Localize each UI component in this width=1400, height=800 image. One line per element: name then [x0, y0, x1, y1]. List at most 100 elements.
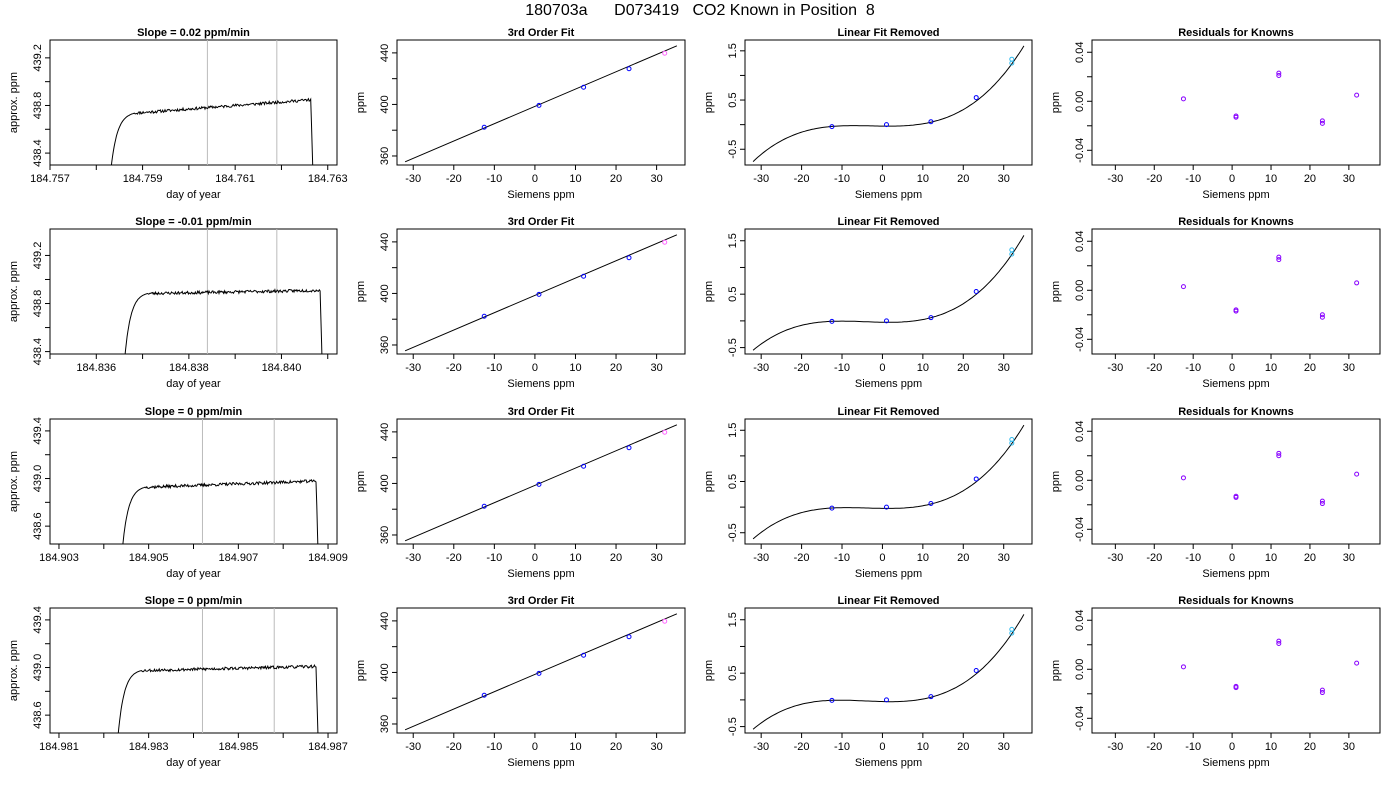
residual-point	[1233, 308, 1239, 314]
panel-title: Linear Fit Removed	[837, 595, 939, 607]
y-tick-label: 360	[379, 336, 391, 354]
data-point	[829, 505, 835, 511]
x-tick-label: 0	[1229, 362, 1235, 374]
y-tick-label: 440	[379, 44, 391, 62]
x-tick-label: 30	[998, 552, 1010, 564]
data-point	[928, 119, 934, 125]
y-tick-label: -0.5	[727, 338, 739, 357]
x-tick-label: 10	[1265, 741, 1277, 753]
x-tick-label: 184.981	[39, 741, 79, 753]
data-point	[481, 503, 487, 509]
x-tick-label: 10	[917, 552, 929, 564]
y-axis-label: ppm	[355, 281, 367, 302]
data-point	[928, 501, 934, 507]
x-tick-label: 10	[569, 741, 581, 753]
y-axis-label: ppm	[1050, 471, 1062, 492]
x-tick-label: 10	[569, 552, 581, 564]
x-tick-label: 30	[998, 173, 1010, 185]
plot-frame	[396, 418, 686, 545]
y-tick-label: 439.2	[32, 44, 44, 72]
y-tick-label: 438.4	[32, 338, 44, 366]
y-axis-label: approx. ppm	[8, 72, 20, 133]
x-tick-label: 0	[879, 741, 885, 753]
x-tick-label: 20	[610, 173, 622, 185]
y-tick-label: 440	[379, 612, 391, 630]
x-tick-label: -30	[753, 362, 769, 374]
data-point	[973, 95, 979, 101]
data-point	[973, 668, 979, 673]
y-tick-label: 0.04	[1074, 610, 1086, 631]
plot-frame	[396, 607, 686, 734]
panel-resid-1: Residuals for Knowns -30 -20 -10 0 10 20 30 -0.0…	[1050, 216, 1381, 390]
x-tick-label: 30	[650, 741, 662, 753]
x-tick-label: -20	[1146, 552, 1162, 564]
plot-frame	[744, 39, 1033, 166]
residual-point	[1276, 453, 1282, 459]
panel-title: Residuals for Knowns	[1178, 406, 1294, 418]
y-tick-label: 1.5	[727, 43, 739, 58]
x-tick-label: -10	[1185, 552, 1201, 564]
x-tick-label: -20	[1146, 741, 1162, 753]
x-tick-label: -30	[753, 552, 769, 564]
data-point	[883, 318, 889, 324]
x-tick-label: 184.838	[169, 362, 209, 374]
x-axis-label: Siemens ppm	[507, 378, 574, 390]
plot-area	[752, 235, 1025, 351]
panel-title: Slope = 0 ppm/min	[145, 595, 243, 607]
data-point	[662, 239, 668, 245]
residual-point	[1354, 660, 1360, 666]
x-tick-label: 10	[1265, 362, 1277, 374]
y-tick-label: 438.4	[32, 139, 44, 167]
x-tick-label: 184.763	[308, 173, 348, 185]
x-tick-label: -30	[1107, 362, 1123, 374]
y-tick-label: 440	[379, 423, 391, 441]
y-tick-label: 0.00	[1074, 659, 1086, 680]
data-point	[581, 463, 587, 469]
x-tick-label: -10	[486, 362, 502, 374]
plot-area	[404, 234, 678, 352]
plot-area	[1180, 254, 1360, 320]
y-tick-label: 400	[379, 95, 391, 113]
x-tick-label: 10	[1265, 173, 1277, 185]
x-tick-label: 184.905	[129, 552, 169, 564]
y-axis-label: ppm	[703, 92, 715, 113]
y-axis-label: ppm	[1050, 92, 1062, 113]
x-axis-label: Siemens ppm	[855, 568, 922, 580]
x-tick-label: -10	[486, 552, 502, 564]
panel-title: 3rd Order Fit	[508, 216, 575, 228]
panel-resid-3: Residuals for Knowns -30 -20 -10 0 10 20 30 -0.0…	[1050, 595, 1381, 769]
x-tick-label: 20	[1304, 552, 1316, 564]
x-tick-label: 30	[998, 741, 1010, 753]
x-tick-label: 184.757	[30, 173, 70, 185]
residual-point	[1180, 96, 1186, 102]
x-tick-label: -10	[486, 741, 502, 753]
data-point	[973, 289, 979, 294]
x-axis-label: Siemens ppm	[855, 189, 922, 201]
y-tick-label: 0.5	[727, 666, 739, 681]
residual-point	[1276, 638, 1282, 644]
x-tick-label: -20	[794, 173, 810, 185]
y-tick-label: 400	[379, 474, 391, 492]
x-tick-label: 10	[917, 173, 929, 185]
panel-fit-3: 3rd Order Fit -30 -20 -10 0 10 20 30 360 400 440 Si…	[355, 595, 686, 769]
plot-area	[110, 40, 314, 165]
x-tick-label: -10	[834, 173, 850, 185]
x-tick-label: 184.987	[308, 741, 348, 753]
y-tick-label: 360	[379, 147, 391, 165]
x-tick-label: 20	[1304, 741, 1316, 753]
residual-point	[1180, 664, 1186, 670]
residual-point	[1319, 314, 1325, 320]
data-point	[1009, 247, 1015, 253]
residual-point	[1319, 501, 1325, 507]
y-tick-label: 439.0	[32, 465, 44, 493]
data-point	[1009, 626, 1015, 632]
y-axis-label: ppm	[703, 471, 715, 492]
fit-line	[404, 613, 678, 731]
data-point	[581, 84, 587, 90]
x-tick-label: 20	[957, 552, 969, 564]
data-point	[883, 504, 889, 510]
y-tick-label: 438.8	[32, 92, 44, 120]
data-point	[973, 476, 979, 482]
x-tick-label: 30	[1343, 173, 1355, 185]
figure-title: 180703a D073419 CO2 Known in Position 8	[525, 2, 875, 19]
